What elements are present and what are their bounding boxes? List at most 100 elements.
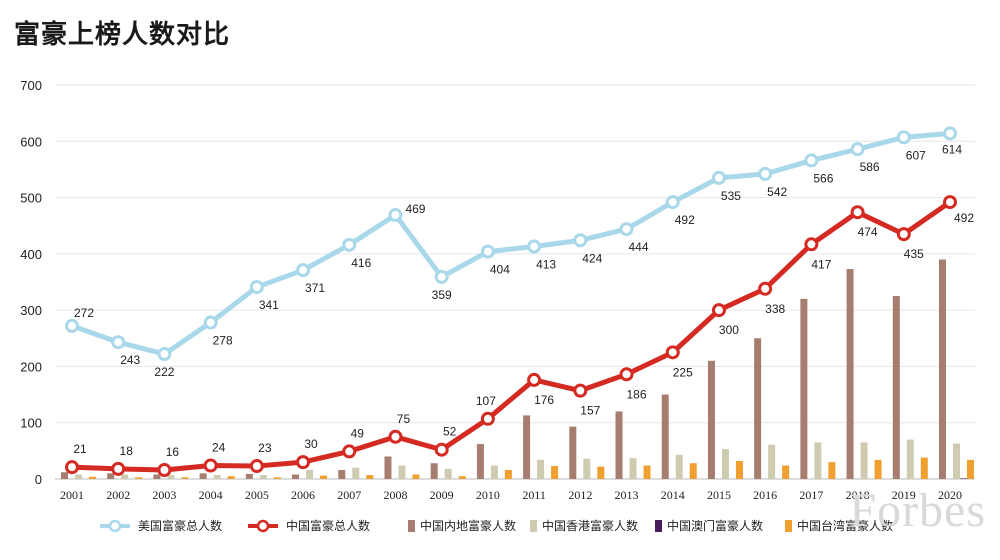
cn-total-point [619, 367, 634, 382]
cn-total-point [65, 460, 79, 475]
cn-total-label: 18 [120, 444, 134, 458]
us-total-point [480, 244, 495, 259]
us-total-label: 614 [942, 142, 962, 156]
bar-0 [939, 259, 946, 479]
bar-3 [643, 465, 651, 479]
bar-3 [920, 457, 928, 479]
cn-total-label: 107 [476, 394, 496, 408]
cn-total-point [342, 444, 357, 459]
bar-1 [814, 442, 822, 479]
cn-total-label: 24 [212, 440, 226, 454]
bar-1 [167, 475, 175, 479]
us-total-label: 424 [582, 251, 602, 265]
x-tick-label: 2004 [199, 488, 223, 502]
bar-0 [476, 444, 484, 479]
x-tick-label: 2019 [892, 488, 916, 502]
bar-3 [689, 463, 697, 479]
us-total-label: 607 [906, 148, 926, 162]
us-total-label: 371 [305, 281, 325, 295]
bar-2 [960, 478, 967, 479]
cn-total-point [804, 237, 819, 252]
y-tick-label: 600 [20, 134, 42, 149]
line-points [65, 126, 957, 477]
bar-0 [569, 426, 577, 479]
bar-3 [874, 459, 882, 479]
x-axis-ticks: 2001 2002 2003 2004 2005 2006 2007 2008 2009 2010… [60, 488, 962, 502]
bar-0 [661, 394, 669, 479]
bar-1 [583, 458, 591, 479]
bar-1 [398, 465, 406, 479]
bar-1 [306, 469, 314, 479]
us-total-label: 469 [405, 202, 425, 216]
cn-total-label: 300 [719, 323, 739, 337]
legend-label: 美国富豪总人数 [138, 518, 222, 533]
bar-0 [523, 415, 531, 479]
legend-label: 中国台湾富豪人数 [797, 518, 893, 533]
cn-total-label: 30 [304, 437, 318, 451]
bar-1 [953, 443, 960, 479]
legend-label: 中国香港富豪人数 [542, 518, 638, 533]
chart-title: 富豪上榜人数对比 [14, 20, 231, 50]
us-total-point [896, 130, 911, 145]
y-axis-ticks: 0 100 200 300 400 500 600 700 [20, 78, 42, 487]
cn-total-point [896, 227, 911, 242]
bar-1 [75, 474, 82, 479]
cn-total-label: 417 [811, 257, 831, 271]
us-total-point [249, 280, 264, 295]
cn-total-label: 338 [765, 302, 785, 316]
x-tick-label: 2010 [476, 488, 500, 502]
us-total-point [296, 263, 311, 278]
us-total-label: 416 [351, 256, 371, 270]
us-total-line [71, 130, 951, 357]
us-total-point [573, 233, 588, 248]
y-tick-label: 400 [20, 247, 42, 262]
cn-total-line [71, 200, 952, 473]
grid-lines [55, 84, 975, 480]
bar-3 [181, 477, 189, 479]
us-total-point [111, 335, 126, 350]
us-total-label: 492 [675, 213, 695, 227]
us-total-label: 542 [767, 185, 787, 199]
bar-3 [828, 462, 836, 479]
bar-1 [259, 475, 267, 479]
bar-0 [292, 474, 300, 479]
us-total-label: 444 [629, 240, 649, 254]
bar-3 [782, 465, 790, 479]
us-total-label: 243 [120, 353, 140, 367]
cn-total-label: 492 [954, 211, 974, 225]
us-total-point [157, 347, 172, 362]
us-total-point [619, 222, 634, 237]
x-tick-label: 2017 [799, 488, 823, 502]
bar-0 [153, 474, 161, 479]
legend: 美国富豪总人数 中国富豪总人数 中国内地富豪人数 中国香港富豪人数 中国澳门富豪人数 中国… [100, 518, 893, 533]
bar-3 [458, 476, 466, 479]
us-total-point [203, 315, 218, 330]
bar-0 [384, 456, 392, 479]
x-tick-label: 2008 [383, 488, 407, 502]
bar-0 [615, 411, 623, 479]
cn-total-point [711, 303, 726, 318]
bar-3 [135, 477, 143, 479]
legend-swatch [530, 520, 537, 532]
x-tick-label: 2001 [60, 488, 84, 502]
bar-3 [273, 477, 281, 479]
bar-1 [213, 475, 221, 479]
us-total-label: 404 [490, 263, 510, 277]
y-tick-label: 200 [20, 359, 42, 374]
bar-0 [61, 472, 68, 479]
legend-marker [256, 519, 270, 533]
data-labels: 272 243 222 278 341 371 416 469 359 404 413 424 444 4… [73, 142, 974, 459]
bar-1 [721, 449, 729, 479]
us-total-label: 413 [536, 258, 556, 272]
bar-3 [412, 474, 420, 479]
us-total-label: 222 [154, 365, 174, 379]
cn-total-label: 474 [858, 225, 878, 239]
cn-total-label: 23 [258, 441, 272, 455]
bar-0 [199, 473, 207, 479]
bar-0 [892, 296, 900, 479]
cn-total-label: 52 [443, 425, 457, 439]
x-tick-label: 2002 [106, 488, 130, 502]
cn-total-label: 225 [673, 365, 693, 379]
bar-0 [846, 269, 854, 479]
legend-swatch [785, 520, 792, 532]
